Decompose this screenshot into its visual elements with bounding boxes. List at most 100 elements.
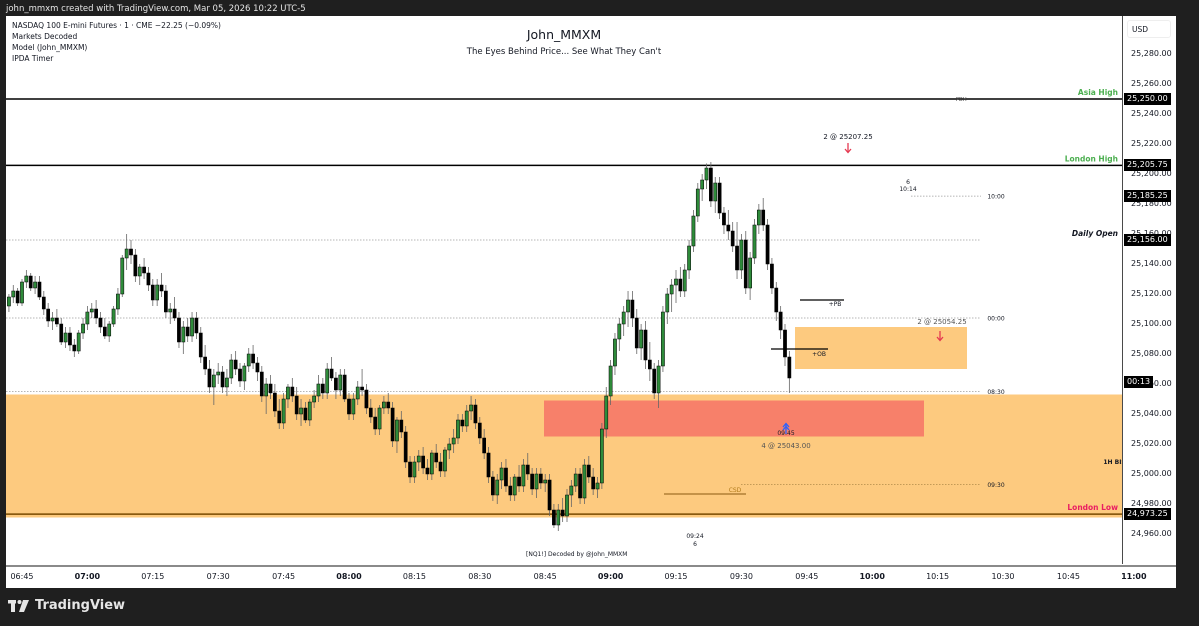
candle — [20, 279, 24, 306]
headline-title: John_MMXM — [526, 27, 602, 42]
annotation-label: 6 — [906, 179, 910, 186]
level-label: 10:00 — [987, 194, 1004, 201]
candle — [246, 348, 251, 372]
candle — [517, 465, 521, 492]
chart-legend: NASDAQ 100 E-mini Futures · 1 · CME −22.… — [12, 20, 221, 64]
candle — [320, 378, 325, 399]
candle — [630, 291, 635, 327]
candle — [351, 393, 356, 420]
symbol-info[interactable]: NASDAQ 100 E-mini Futures · 1 · CME −22.… — [12, 21, 221, 30]
candle — [647, 342, 652, 381]
price-tick: 25,160.00 — [1131, 229, 1172, 238]
time-tick: 07:30 — [206, 572, 230, 581]
candle — [456, 414, 460, 444]
candle — [312, 390, 316, 408]
candle — [386, 393, 391, 414]
candle — [168, 303, 173, 324]
annotation-label: 2 @ 25054.25 — [917, 318, 966, 326]
currency-button[interactable]: USD — [1127, 20, 1171, 38]
candle — [473, 399, 478, 429]
annotation-label: +OB — [812, 351, 826, 358]
candle — [639, 324, 643, 360]
candle — [172, 297, 177, 321]
price-tick: 25,240.00 — [1131, 109, 1172, 118]
tradingview-logo-text: TradingView — [35, 598, 126, 613]
price-tick: 25,080.00 — [1131, 349, 1172, 358]
time-tick: 07:15 — [141, 572, 165, 581]
candle — [238, 363, 242, 387]
price-level-label: 25,250.00 — [1124, 93, 1171, 105]
time-tick: 09:45 — [795, 572, 819, 581]
candle — [643, 321, 648, 369]
candle — [774, 282, 779, 321]
candle — [626, 291, 630, 327]
candle — [486, 447, 491, 483]
indicator-markets-decoded[interactable]: Markets Decoded — [12, 32, 78, 41]
candle — [150, 279, 155, 306]
candle — [504, 459, 508, 492]
candle — [477, 417, 482, 444]
zone-ob-zone[interactable] — [795, 327, 967, 369]
candle — [98, 312, 103, 333]
candle — [717, 177, 722, 219]
headline-subtitle: The Eyes Behind Price... See What They C… — [466, 47, 662, 57]
candle — [756, 204, 761, 234]
candle — [634, 309, 639, 354]
candle — [24, 270, 29, 288]
candle — [482, 429, 487, 459]
candle — [748, 252, 752, 300]
candle — [382, 396, 386, 414]
candle — [81, 318, 85, 339]
sell-arrow-icon[interactable] — [844, 143, 852, 154]
candle — [55, 309, 59, 327]
time-tick: 08:30 — [468, 572, 492, 581]
tradingview-logo: TradingView — [8, 598, 125, 613]
candle — [342, 369, 347, 402]
time-tick: 11:00 — [1121, 572, 1147, 581]
candle — [678, 267, 683, 297]
candle — [190, 312, 194, 342]
annotation-label: 10:14 — [899, 186, 916, 193]
time-axis[interactable]: 06:45 07:00 07:15 07:30 07:45 08:00 08:15 08:30… — [6, 565, 1176, 588]
candle — [355, 381, 360, 405]
candle — [586, 456, 591, 483]
candle — [198, 327, 203, 363]
candle — [682, 264, 687, 297]
candle — [695, 183, 700, 222]
candle — [783, 324, 787, 366]
candle — [307, 399, 312, 426]
candle — [399, 411, 404, 438]
time-tick: 09:30 — [729, 572, 753, 581]
chart-pane[interactable]: Asia High PDH London High London Low Daily O… — [6, 16, 1122, 564]
price-level-label: 24,973.25 — [1124, 508, 1171, 521]
candle — [277, 399, 282, 429]
buy-arrow-icon[interactable] — [782, 422, 790, 435]
candle — [469, 396, 473, 420]
candle — [303, 402, 308, 423]
candle — [338, 369, 343, 396]
candle — [674, 270, 678, 303]
candle — [299, 399, 303, 426]
price-tick: 25,100.00 — [1131, 319, 1172, 328]
candle — [421, 447, 425, 474]
candle — [142, 258, 146, 279]
candle — [159, 273, 164, 297]
price-axis[interactable]: USD 25,280.00 25,260.00 25,240.00 25,220.00… — [1122, 16, 1177, 564]
price-level-label: 25,156.00 — [1124, 234, 1171, 246]
candle — [294, 387, 299, 420]
candle — [687, 240, 691, 279]
candle — [600, 423, 604, 489]
price-tick: 25,260.00 — [1131, 79, 1172, 88]
candlestick-chart[interactable]: Asia High PDH London High London Low Daily O… — [6, 16, 1122, 564]
indicator-model[interactable]: Model (John_MMXM) — [12, 43, 88, 52]
candle — [543, 474, 548, 492]
level-label: 09:30 — [987, 482, 1004, 489]
candle — [334, 372, 338, 399]
candle — [787, 351, 792, 393]
sell-arrow-icon[interactable] — [936, 331, 944, 342]
candle — [281, 393, 286, 429]
indicator-ipda-timer[interactable]: IPDA Timer — [12, 54, 54, 63]
level-label: Asia High — [1078, 88, 1118, 97]
candle — [403, 426, 408, 468]
candle — [76, 330, 81, 354]
